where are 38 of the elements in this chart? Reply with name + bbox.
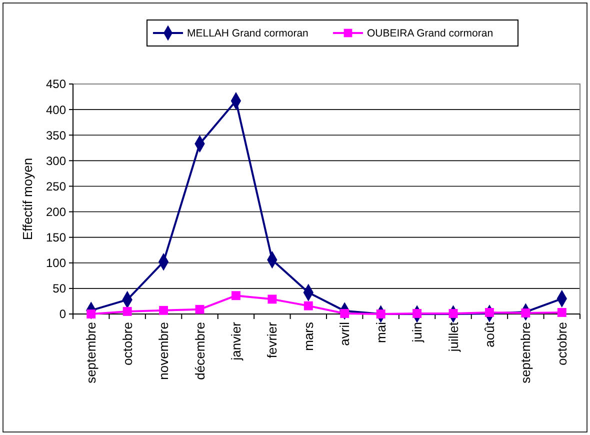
y-tick-label: 400 — [46, 102, 66, 117]
y-tick-label: 150 — [46, 230, 66, 245]
x-tick-label: juin — [410, 322, 425, 344]
x-tick-label: mai — [373, 322, 388, 343]
point — [195, 304, 204, 314]
point — [484, 308, 494, 317]
y-tick-label: 100 — [46, 256, 66, 270]
point — [376, 310, 386, 318]
x-tick-label: septembre — [518, 322, 534, 384]
point — [231, 291, 240, 300]
point — [448, 309, 458, 318]
x-tick-label: novembre — [156, 322, 172, 380]
x-tick-label: janvier — [228, 321, 244, 362]
legend-label: OUBEIRA Grand cormoran — [367, 28, 494, 40]
point — [412, 309, 422, 318]
point — [304, 301, 313, 310]
x-tick-label: décembre — [192, 322, 208, 380]
point — [557, 308, 566, 317]
y-tick-label: 450 — [46, 77, 66, 92]
y-tick-label: 250 — [46, 179, 66, 194]
x-tick-label: mars — [300, 322, 316, 351]
point — [159, 306, 168, 315]
y-tick-label: 0 — [59, 307, 66, 322]
y-tick-label: 200 — [46, 204, 66, 219]
x-tick-label: août — [482, 322, 498, 348]
x-tick-label: fevrier — [264, 321, 280, 358]
point — [122, 306, 132, 316]
x-tick-label: septembre — [84, 322, 99, 384]
point — [268, 294, 277, 304]
x-tick-label: juillet — [446, 322, 461, 353]
y-tick-label: 50 — [52, 282, 66, 296]
legend-label: MELLAH Grand cormoran — [187, 28, 309, 40]
x-tick-label: octobre — [120, 322, 135, 366]
x-tick-label: avril — [337, 322, 352, 346]
y-axis-title: Effectif moyen — [20, 158, 35, 240]
x-tick-label: octobre — [554, 322, 570, 366]
y-tick-label: 300 — [46, 154, 66, 168]
y-tick-label: 350 — [46, 128, 66, 142]
